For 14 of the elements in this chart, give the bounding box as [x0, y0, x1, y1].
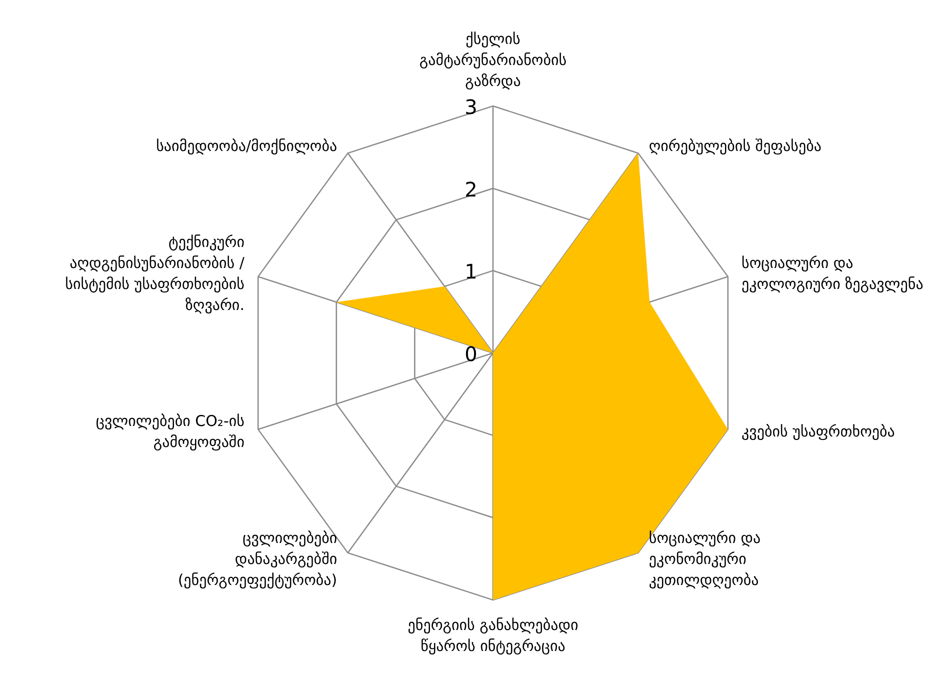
spoke-label: სოციალური და ეკოლოგიური ზეგავლენა — [742, 254, 924, 294]
spoke-label: ტექნიკური აღდგენისუნარიანობის / სისტემის უსაფრთხოების ზღვარი. — [65, 233, 246, 314]
spoke-label: ქსელის გამტარუნარიანობის გაზრდა — [419, 30, 567, 90]
spoke-label: კვების უსაფრთხოება — [742, 422, 895, 440]
spoke-label: ცვლილებები CO₂-ის გამოყოფაში — [96, 412, 245, 451]
spoke-label: საიმედოობა/მოქნილობა — [156, 137, 338, 156]
y-tick-label: 0 — [464, 342, 478, 366]
y-tick-label: 3 — [464, 95, 478, 119]
y-tick-label: 2 — [464, 177, 478, 202]
spoke-label: ენერგიის განახლებადი წყაროს ინტეგრაცია — [408, 616, 578, 655]
y-tick-label: 1 — [464, 260, 478, 284]
spoke-label: ცვლილებები დანაკარგებში (ენერგოეფექტურობა) — [178, 528, 338, 589]
spoke-label: სოციალური და ეკონომიკური კეთილდღეობა — [648, 528, 761, 589]
spoke-label: ღირებულების შეფასება — [648, 137, 822, 156]
